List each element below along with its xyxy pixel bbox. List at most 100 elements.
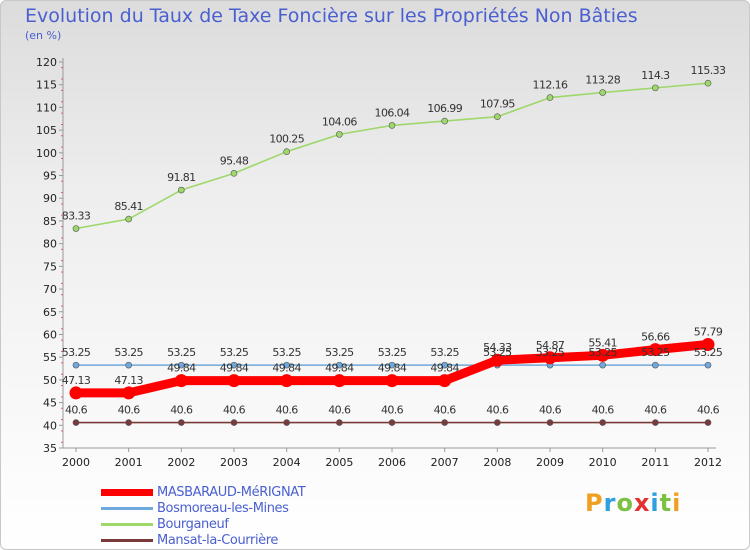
data-label-masbaraud-m-rignat: 54.33 [483,341,512,354]
data-point-bourganeuf [388,122,396,129]
data-point-bosmoreau-les-mines [72,361,80,369]
y-tick-label: 80 [43,238,57,251]
data-point-bosmoreau-les-mines [125,361,132,369]
x-tick-label: 2002 [167,456,195,469]
data-point-mansat-la-courri-re [704,419,712,426]
data-label-bosmoreau-les-mines: 53.25 [483,346,512,359]
legend-label: Mansat-la-Courrière [157,533,279,548]
data-label-masbaraud-m-rignat: 57.79 [694,326,723,339]
data-label-bosmoreau-les-mines: 53.25 [588,346,617,359]
data-point-bosmoreau-les-mines [388,361,396,369]
data-point-masbaraud-m-rignat [227,374,241,388]
data-label-mansat-la-courri-re: 40.6 [381,404,404,417]
data-label-bourganeuf: 106.99 [427,102,462,115]
data-point-masbaraud-m-rignat [490,353,504,367]
chart-title: Evolution du Taux de Taxe Foncière sur l… [25,5,638,27]
data-label-masbaraud-m-rignat: 49.84 [272,362,301,375]
data-point-masbaraud-m-rignat [701,338,715,352]
data-label-bourganeuf: 113.28 [585,74,620,87]
data-point-bourganeuf [652,84,659,92]
data-point-bourganeuf [283,148,290,155]
data-point-mansat-la-courri-re [72,419,80,426]
data-point-mansat-la-courri-re [283,419,290,426]
legend-label: Bourganeuf [157,517,229,532]
data-label-masbaraud-m-rignat: 47.13 [62,374,91,387]
data-label-bourganeuf: 104.06 [322,115,357,128]
data-label-bosmoreau-les-mines: 53.25 [378,346,407,359]
x-tick-label: 2011 [641,456,669,469]
series-line-bourganeuf [75,82,709,230]
data-label-bourganeuf: 83.33 [62,210,91,223]
data-label-bourganeuf: 85.41 [114,200,143,213]
y-tick-label: 45 [43,397,57,410]
x-tick-label: 2009 [536,456,564,469]
data-label-bourganeuf: 107.95 [480,98,515,111]
data-label-bosmoreau-les-mines: 53.25 [62,346,91,359]
data-point-bosmoreau-les-mines [230,361,238,369]
x-tick-label: 2010 [589,456,617,469]
data-point-masbaraud-m-rignat [280,374,294,388]
legend-label: MASBARAUD-MéRIGNAT [157,485,306,500]
y-tick-label: 110 [36,101,57,114]
data-label-masbaraud-m-rignat: 47.13 [114,374,143,387]
y-tick-label: 105 [36,124,57,137]
data-label-mansat-la-courri-re: 40.6 [223,404,246,417]
data-point-bosmoreau-les-mines [336,361,343,369]
data-point-bourganeuf [441,117,448,125]
data-label-bosmoreau-les-mines: 53.25 [114,346,143,359]
data-label-masbaraud-m-rignat: 49.84 [378,362,407,375]
legend-swatch [101,489,153,496]
y-tick-label: 70 [43,283,57,296]
data-point-mansat-la-courri-re [441,419,448,426]
y-tick-label: 60 [43,328,57,341]
y-tick-label: 120 [36,56,57,69]
data-label-bosmoreau-les-mines: 53.25 [220,346,249,359]
data-label-bourganeuf: 106.04 [375,106,410,119]
data-label-mansat-la-courri-re: 40.6 [434,404,457,417]
data-label-masbaraud-m-rignat: 49.84 [325,362,354,375]
data-point-mansat-la-courri-re [230,419,238,426]
data-point-bosmoreau-les-mines [283,361,290,369]
data-point-bourganeuf [336,131,343,138]
data-label-bosmoreau-les-mines: 53.25 [536,346,565,359]
x-tick-label: 2008 [483,456,511,469]
data-point-bourganeuf [178,186,185,194]
brand-letter: i [672,489,682,517]
data-label-mansat-la-courri-re: 40.6 [539,404,562,417]
data-point-bourganeuf [230,170,238,177]
data-label-masbaraud-m-rignat: 56.66 [641,331,670,344]
data-label-bosmoreau-les-mines: 53.25 [694,346,723,359]
x-tick-label: 2004 [273,456,301,469]
brand-logo: Proxiti [585,489,681,517]
legend-swatch [101,539,153,542]
data-point-masbaraud-m-rignat [332,374,346,388]
data-point-mansat-la-courri-re [546,419,554,426]
data-label-bosmoreau-les-mines: 53.25 [272,346,301,359]
brand-letter: t [659,489,673,517]
y-tick-label: 95 [43,170,57,183]
y-tick-label: 50 [43,374,57,387]
x-tick-label: 2000 [62,456,90,469]
data-point-mansat-la-courri-re [336,419,343,426]
data-point-bourganeuf [546,94,554,101]
brand-letter: P [585,489,604,517]
data-label-bourganeuf: 114.3 [641,69,670,82]
chart-subtitle: (en %) [25,29,62,42]
brand-letter: o [616,489,634,517]
y-tick-label: 75 [43,260,57,273]
data-point-masbaraud-m-rignat [648,343,662,357]
x-tick-label: 2012 [694,456,722,469]
data-point-masbaraud-m-rignat [385,374,399,388]
data-point-bosmoreau-les-mines [599,361,606,369]
y-tick-label: 40 [43,419,57,432]
data-label-bosmoreau-les-mines: 53.25 [167,346,196,359]
data-point-bourganeuf [72,225,80,232]
y-tick-label: 65 [43,306,57,319]
data-label-masbaraud-m-rignat: 49.84 [430,362,459,375]
data-label-bourganeuf: 100.25 [269,133,304,146]
data-label-bosmoreau-les-mines: 53.25 [430,346,459,359]
data-label-bourganeuf: 115.33 [691,64,726,77]
data-point-bosmoreau-les-mines [652,361,659,369]
data-point-masbaraud-m-rignat [438,374,452,388]
data-point-mansat-la-courri-re [599,419,606,426]
